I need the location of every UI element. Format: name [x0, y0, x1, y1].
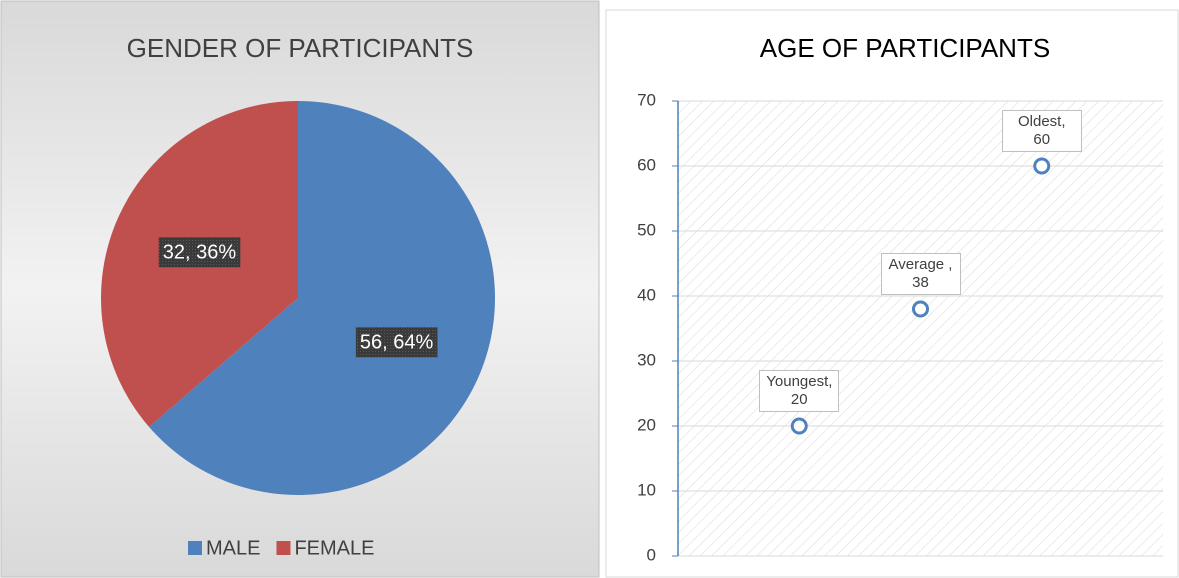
point — [912, 300, 929, 318]
data-label-text: 32, 36% — [163, 241, 237, 263]
data-label-box — [355, 327, 438, 358]
point — [790, 417, 808, 435]
chart-title: GENDER OF PARTICIPANTS — [127, 33, 474, 63]
legend-swatch — [276, 541, 291, 555]
data-label: Average , 38 — [880, 253, 961, 295]
legend-label: MALE — [206, 537, 260, 559]
y-tick-label: 10 — [637, 480, 656, 499]
y-tick-label: 0 — [647, 545, 656, 564]
data-label-box — [158, 237, 241, 268]
legend-label: FEMALE — [294, 537, 374, 559]
data-label: Oldest, 60 — [1001, 110, 1082, 152]
y-tick-label: 40 — [637, 285, 656, 304]
plot-area — [678, 101, 1163, 556]
y-tick-label: 50 — [637, 220, 656, 239]
y-tick-label: 70 — [637, 90, 656, 109]
legend-swatch — [188, 541, 202, 555]
data-label-text: 56, 64% — [360, 331, 434, 353]
y-tick-label: 60 — [637, 155, 656, 174]
chart-title: AGE OF PARTICIPANTS — [760, 33, 1050, 63]
y-tick-label: 20 — [637, 415, 656, 434]
data-label: 32, 36% — [158, 237, 241, 268]
y-tick-label: 30 — [637, 350, 656, 369]
pie-slice — [149, 101, 496, 495]
data-label: 56, 64% — [355, 327, 438, 358]
point — [1033, 157, 1051, 175]
data-label: Youngest, 20 — [759, 370, 840, 412]
